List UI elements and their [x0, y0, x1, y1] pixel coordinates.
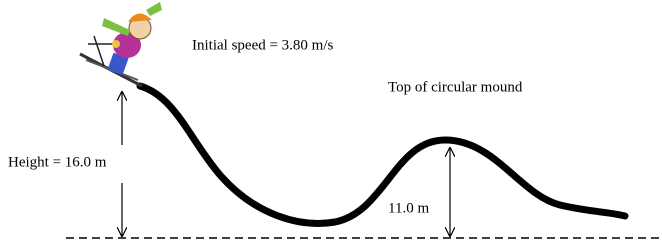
height-label: Height = 16.0 m: [8, 154, 107, 170]
mound-top-label: Top of circular mound: [388, 79, 523, 95]
page: Initial speed = 3.80 m/s Top of circular…: [0, 0, 662, 241]
mound-height-label: 11.0 m: [388, 200, 429, 216]
hill-curve: [140, 86, 625, 223]
diagram: Initial speed = 3.80 m/s Top of circular…: [0, 0, 662, 241]
initial-speed-label: Initial speed = 3.80 m/s: [192, 37, 334, 53]
skier-icon: [80, 2, 162, 86]
